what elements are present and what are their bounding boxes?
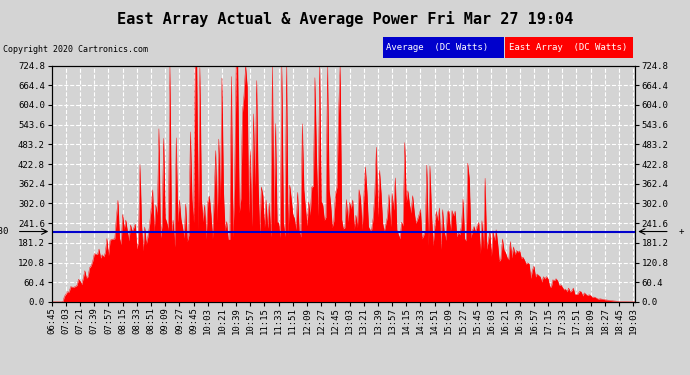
Text: East Array  (DC Watts): East Array (DC Watts) [509, 44, 627, 52]
Text: Copyright 2020 Cartronics.com: Copyright 2020 Cartronics.com [3, 45, 148, 54]
Text: Average  (DC Watts): Average (DC Watts) [386, 44, 489, 52]
Text: + 215.830: + 215.830 [678, 227, 690, 236]
Text: East Array Actual & Average Power Fri Mar 27 19:04: East Array Actual & Average Power Fri Ma… [117, 11, 573, 27]
Text: + 215.830: + 215.830 [0, 227, 8, 236]
